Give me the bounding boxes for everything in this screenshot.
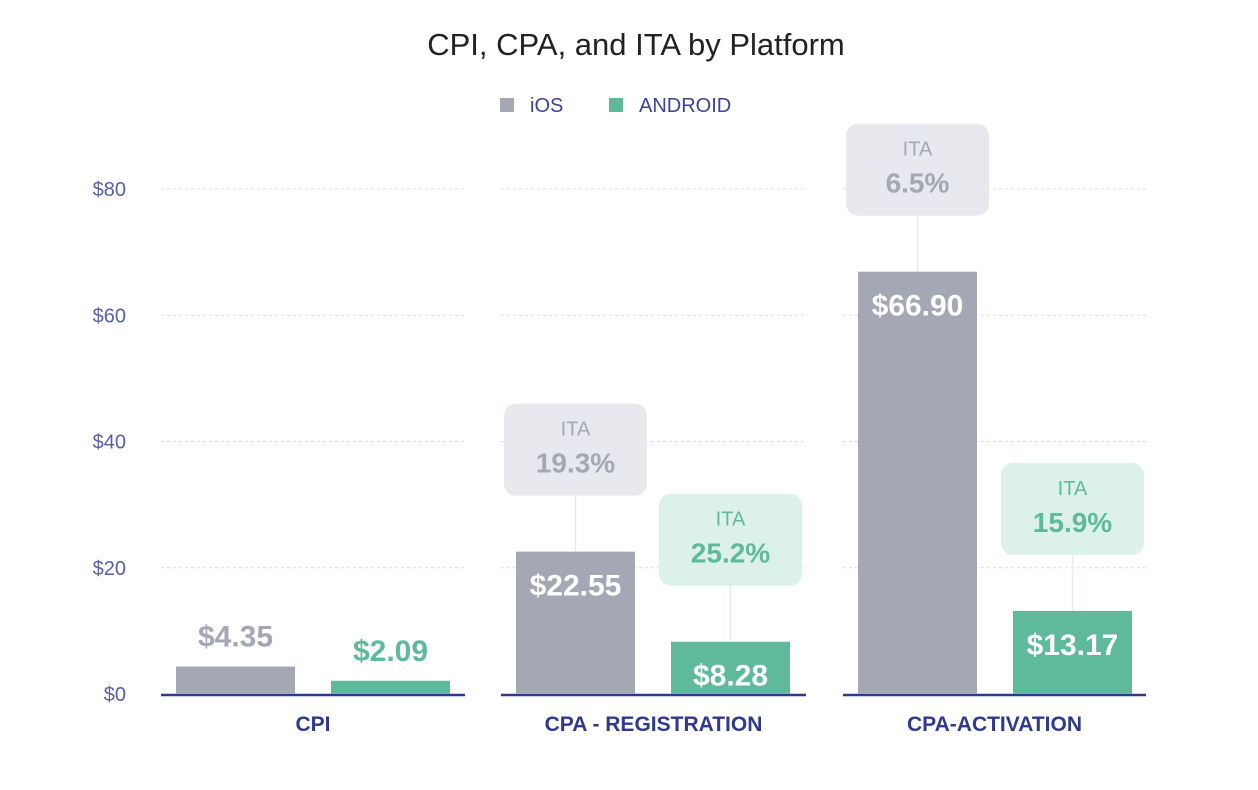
y-tick-label: $20 [93, 558, 126, 580]
chart-title: CPI, CPA, and ITA by Platform [427, 27, 845, 62]
y-tick-label: $0 [104, 684, 126, 706]
y-tick-label: $60 [93, 305, 126, 327]
ita-callout-box [1001, 462, 1144, 555]
ita-callout-heading: ITA [1058, 478, 1088, 500]
x-tick-label: CPI [295, 713, 330, 736]
ita-callout-box [846, 123, 989, 216]
legend-label-android: ANDROID [639, 95, 731, 117]
ita-callout-box [659, 493, 802, 586]
data-label: $66.90 [872, 290, 964, 323]
ita-callout-value: 25.2% [691, 538, 770, 569]
ita-callout-heading: ITA [903, 139, 933, 161]
ita-callout-box [504, 403, 647, 496]
bar-android [1013, 610, 1132, 694]
ita-callout-value: 6.5% [886, 168, 950, 199]
bar-android [331, 680, 450, 694]
data-label: $2.09 [353, 635, 428, 668]
ita-callout-value: 15.9% [1033, 507, 1112, 538]
bar-android [671, 641, 790, 694]
data-label: $8.28 [693, 660, 768, 693]
bar-ios [176, 666, 295, 694]
bar-ios [516, 551, 635, 694]
legend-swatch-android [609, 98, 623, 112]
data-label: $22.55 [530, 570, 622, 603]
legend: iOS ANDROID [500, 95, 731, 117]
bar-ios [858, 271, 977, 694]
ita-callout-heading: ITA [561, 419, 591, 441]
legend-label-ios: iOS [530, 95, 563, 117]
data-label: $4.35 [198, 621, 273, 654]
x-tick-label: CPA - REGISTRATION [545, 713, 763, 736]
legend-swatch-ios [500, 98, 514, 112]
x-tick-label: CPA-ACTIVATION [907, 713, 1082, 736]
y-tick-label: $40 [93, 432, 126, 454]
ita-callout-heading: ITA [716, 509, 746, 531]
ita-callout-value: 19.3% [536, 448, 615, 479]
data-label: $13.17 [1027, 629, 1119, 662]
y-tick-label: $80 [93, 179, 126, 201]
